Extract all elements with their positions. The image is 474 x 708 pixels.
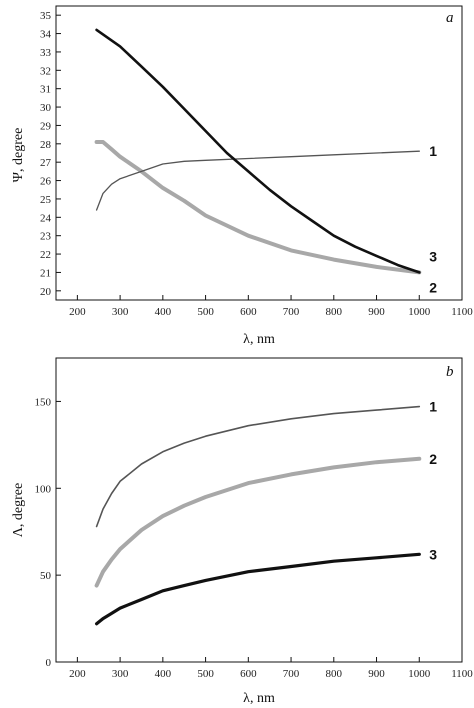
plot-frame-a: [55, 5, 463, 301]
series-label-b-1: 1: [429, 399, 437, 415]
panel-b: 200 300 400 500 600 700 800 900 1000 1100 0 50 100 15…: [11, 357, 474, 706]
x-tick-label-a-1: 300: [112, 306, 129, 318]
series-b-curve-2: [94, 456, 422, 588]
x-tick-label-a-5: 700: [283, 306, 300, 318]
x-axis-title-a: λ, nm: [243, 332, 275, 347]
y-tick-label-a-12: 32: [40, 65, 51, 77]
x-tick-label-b-3: 500: [197, 668, 214, 680]
x-tick-label-b-6: 800: [326, 668, 343, 680]
y-axis-title-a: Ψ, degree: [11, 128, 26, 183]
y-tick-label-a-15: 35: [40, 10, 52, 22]
y-tick-label-a-14: 34: [40, 29, 52, 41]
x-tick-label-a-9: 1100: [451, 306, 473, 318]
plot-frame-b: [55, 357, 463, 663]
panel-a: 200 300 400 500 600 700 800 900 1000 110020212223…: [11, 5, 473, 347]
series-label-a-1: 1: [429, 143, 437, 159]
series-label-a-2: 2: [429, 279, 437, 295]
x-tick-label-a-3: 500: [197, 306, 214, 318]
x-tick-label-a-0: 200: [69, 306, 86, 318]
y-tick-label-a-6: 26: [40, 176, 52, 188]
y-tick-label-a-10: 30: [40, 102, 52, 114]
x-tick-label-b-7: 900: [368, 668, 385, 680]
series-b-curve-3: [95, 552, 421, 626]
y-tick-label-b-3: 150: [35, 396, 52, 408]
y-tick-label-b-0: 0: [46, 657, 52, 669]
ticks-a: 200 300 400 500 600 700 800 900 1000 110020212223…: [40, 10, 473, 318]
y-tick-label-a-8: 28: [40, 139, 52, 151]
x-axis-title-b: λ, nm: [243, 691, 275, 706]
y-tick-label-a-7: 27: [40, 157, 52, 169]
x-tick-label-a-8: 1000: [408, 306, 431, 318]
series-a-curve-1: [95, 150, 420, 211]
y-tick-label-a-3: 23: [40, 231, 52, 243]
y-tick-label-a-11: 31: [40, 84, 51, 96]
x-tick-label-b-5: 700: [283, 668, 300, 680]
y-tick-label-b-2: 100: [35, 483, 52, 495]
ticks-b: 200 300 400 500 600 700 800 900 1000 1100 0 50 100 15…: [35, 396, 474, 680]
series-a-curve-3: [95, 28, 421, 274]
x-tick-label-b-1: 300: [112, 668, 129, 680]
x-tick-label-b-2: 400: [155, 668, 172, 680]
y-tick-label-a-13: 33: [40, 47, 52, 59]
x-tick-label-b-4: 600: [240, 668, 257, 680]
curves-a: 1 2 3: [94, 28, 437, 295]
y-axis-title-b: Λ, degree: [11, 483, 26, 537]
panel-letter-a: a: [446, 10, 454, 26]
x-tick-label-a-2: 400: [155, 306, 172, 318]
x-tick-label-b-0: 200: [69, 668, 86, 680]
x-tick-label-a-7: 900: [368, 306, 385, 318]
series-label-b-2: 2: [429, 451, 437, 467]
series-b-curve-1: [95, 405, 421, 528]
series-a-curve-2: [94, 140, 422, 275]
x-tick-label-a-4: 600: [240, 306, 257, 318]
panel-letter-b: b: [446, 364, 454, 380]
series-label-b-3: 3: [429, 546, 437, 562]
curves-b: 1 2 3: [94, 399, 437, 626]
x-tick-label-b-8: 1000: [408, 668, 431, 680]
y-tick-label-a-5: 25: [40, 194, 52, 206]
series-label-a-3: 3: [429, 248, 437, 264]
y-tick-label-a-9: 29: [40, 120, 52, 132]
y-tick-label-a-2: 22: [40, 249, 51, 261]
x-tick-label-b-9: 1100: [451, 668, 473, 680]
y-tick-label-a-1: 21: [40, 267, 51, 279]
y-tick-label-b-1: 50: [40, 570, 52, 582]
y-tick-label-a-4: 24: [40, 212, 52, 224]
x-tick-label-a-6: 800: [326, 306, 343, 318]
y-tick-label-a-0: 20: [40, 286, 52, 298]
